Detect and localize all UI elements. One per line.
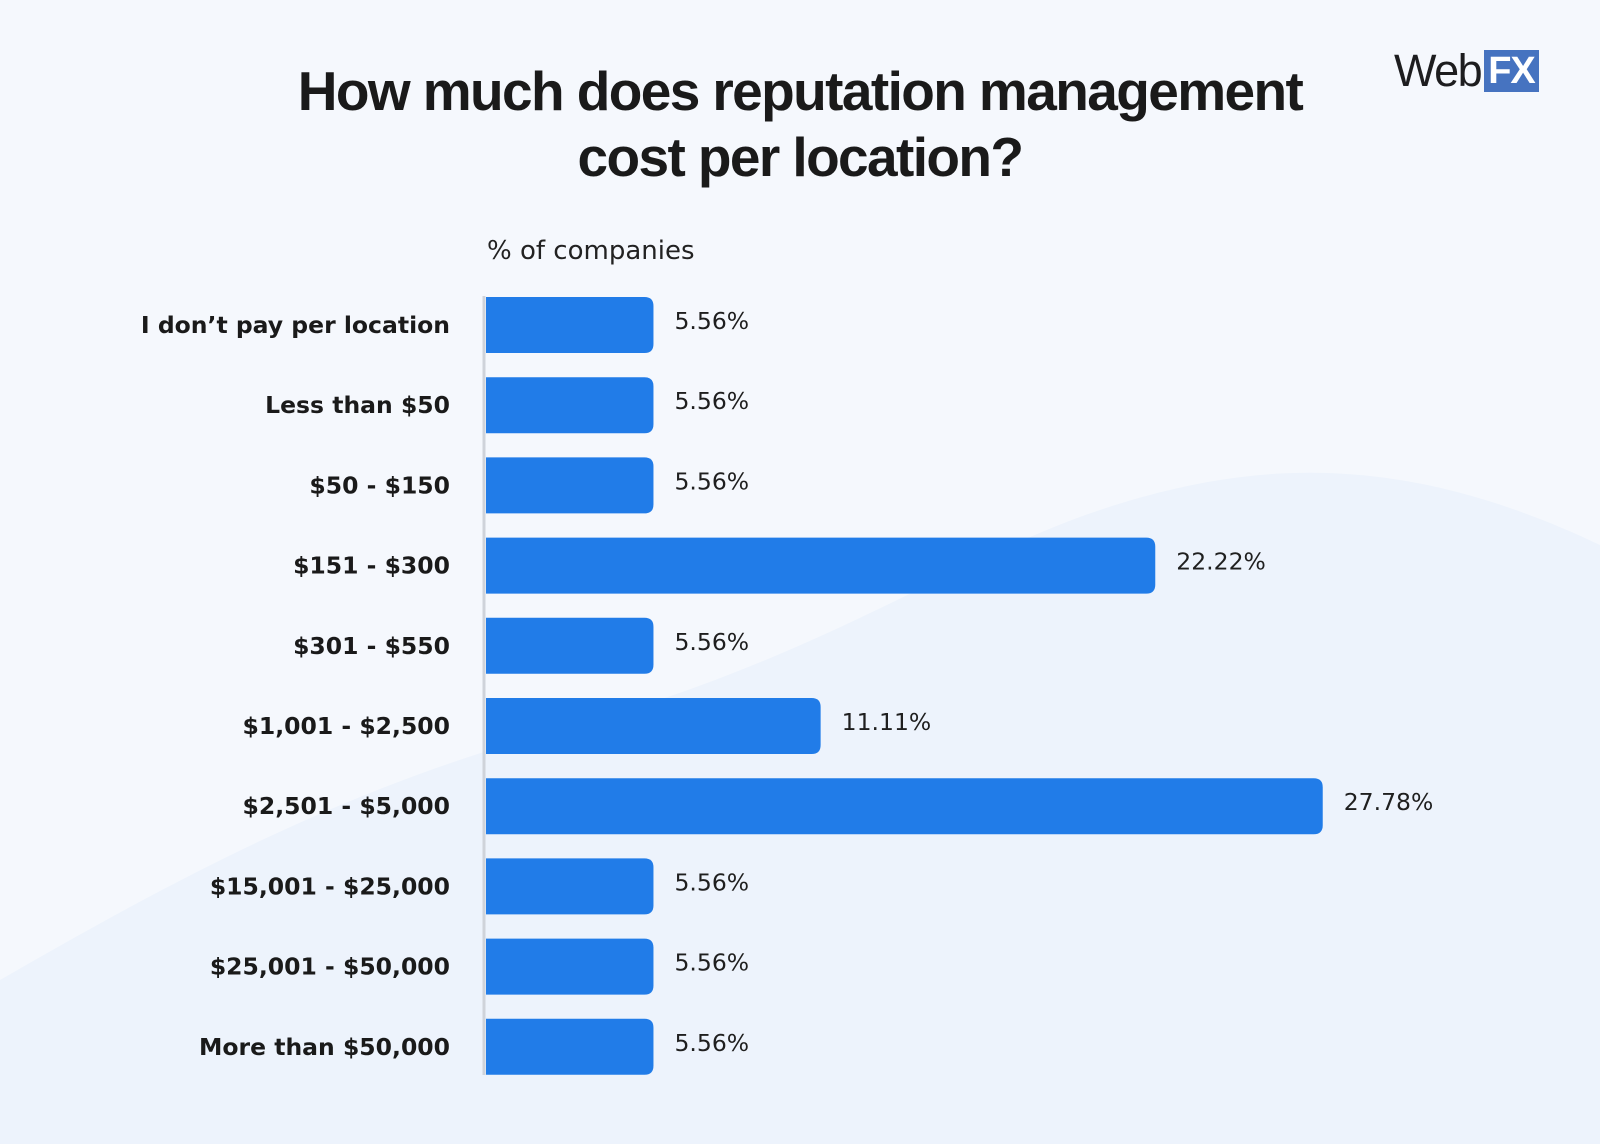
category-label-9: $25,001 - $50,000 (210, 953, 450, 981)
bar-1 (486, 297, 654, 353)
bar-10 (486, 1018, 654, 1075)
category-label-5: $301 - $550 (293, 632, 450, 660)
category-label-4: $151 - $300 (293, 552, 450, 580)
bar-7 (486, 778, 1323, 835)
value-label-4: 22.22% (1176, 548, 1266, 576)
value-label-9: 5.56% (674, 949, 749, 977)
value-label-8: 5.56% (674, 868, 749, 896)
bar-5 (486, 617, 654, 674)
bar-9 (486, 938, 654, 995)
category-label-8: $15,001 - $25,000 (210, 872, 450, 900)
value-label-2: 5.56% (674, 387, 749, 415)
chart-title: How much does reputation management cost… (0, 58, 1600, 190)
webfx-logo: Web FX (1394, 48, 1539, 94)
category-label-10: More than $50,000 (199, 1033, 450, 1061)
logo-fx-badge: FX (1484, 50, 1539, 92)
category-label-1: I don’t pay per location (141, 311, 450, 339)
category-label-3: $50 - $150 (309, 471, 450, 499)
logo-web-text: Web (1394, 45, 1483, 96)
x-axis-title: % of companies (487, 236, 695, 266)
category-label-6: $1,001 - $2,500 (243, 712, 450, 740)
value-label-3: 5.56% (674, 467, 749, 495)
chart-title-line-1: How much does reputation management (297, 60, 1304, 122)
chart-title-line-2: cost per location? (577, 126, 1024, 188)
value-label-5: 5.56% (674, 628, 749, 656)
bar-3 (486, 457, 654, 514)
bar-4 (486, 537, 1156, 594)
value-label-7: 27.78% (1344, 788, 1434, 816)
bar-6 (486, 698, 821, 754)
value-label-10: 5.56% (674, 1029, 749, 1057)
category-label-2: Less than $50 (265, 391, 450, 419)
value-label-6: 11.11% (842, 708, 932, 736)
category-label-7: $2,501 - $5,000 (243, 792, 450, 820)
value-label-1: 5.56% (674, 307, 749, 335)
bar-2 (486, 377, 654, 434)
bar-series: I don’t pay per location 5.56% Less than $… (141, 297, 1433, 1075)
bar-8 (486, 858, 654, 915)
